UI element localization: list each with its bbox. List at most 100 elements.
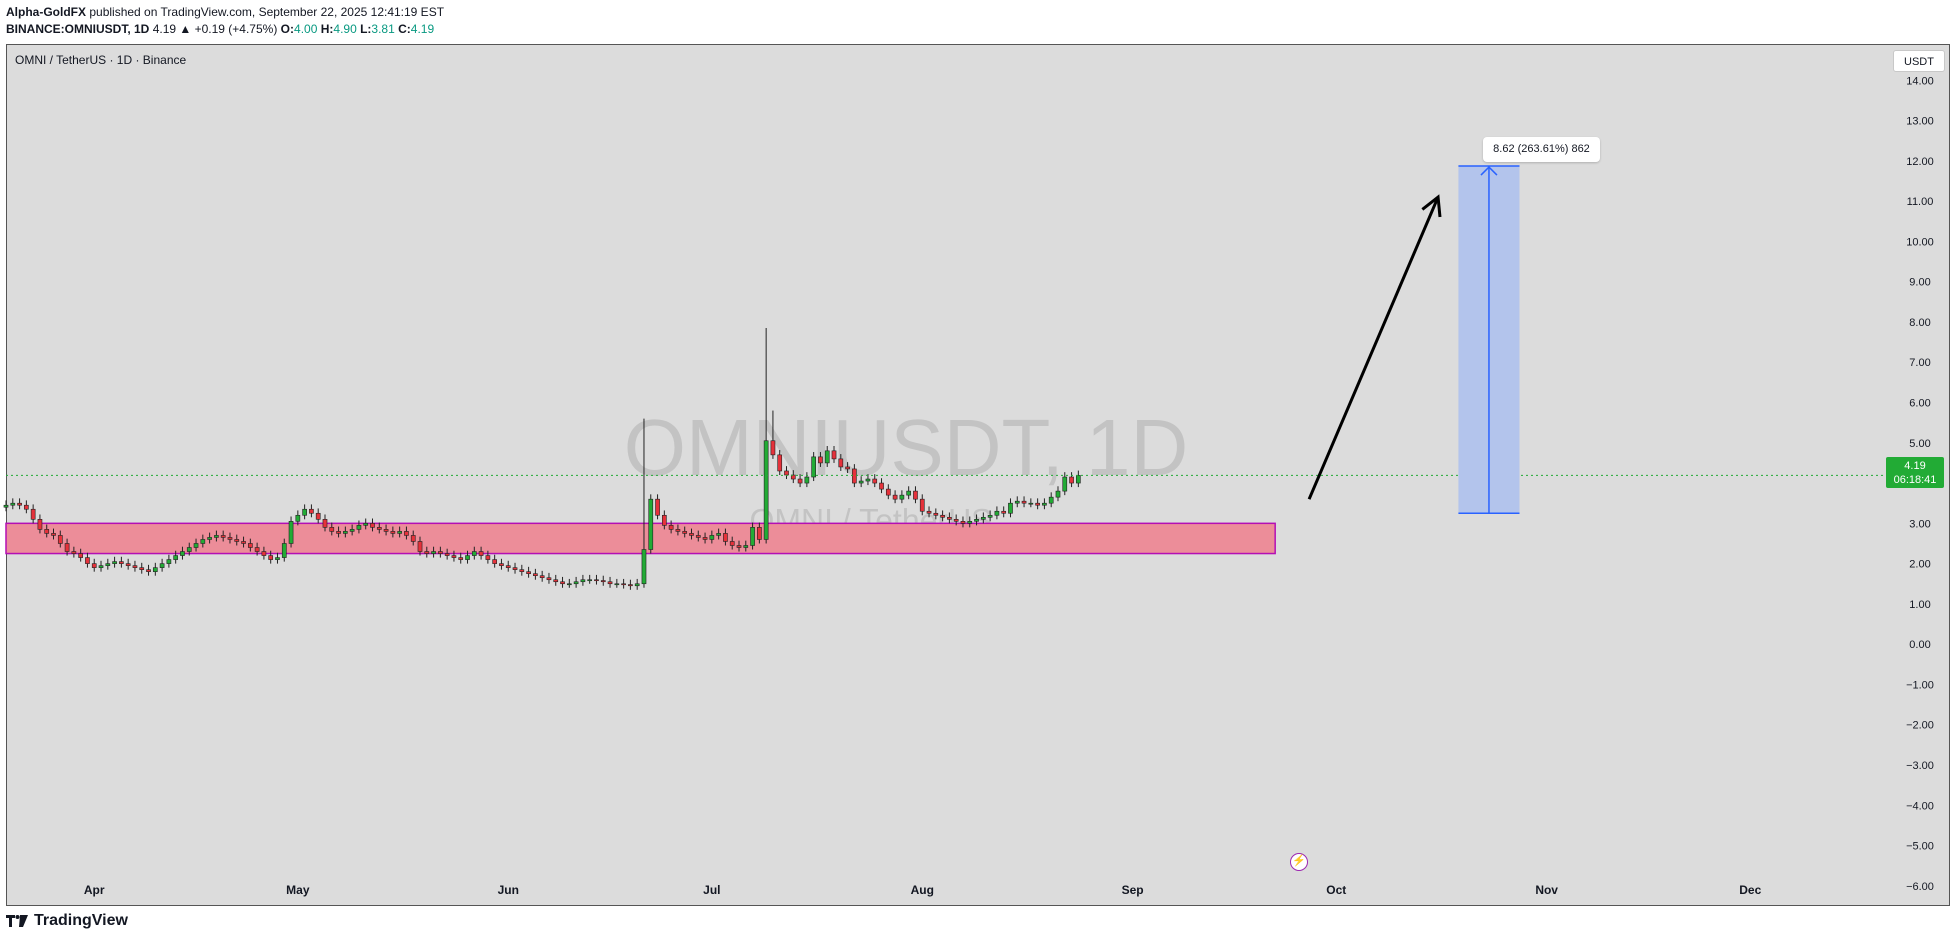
candle-body xyxy=(994,510,1000,516)
candle-body xyxy=(438,551,443,554)
price-range-label: 8.62 (263.61%) 862 xyxy=(1483,137,1600,162)
currency-button[interactable]: USDT xyxy=(1893,50,1945,72)
y-tick-label: 8.00 xyxy=(1909,317,1930,329)
candle-body xyxy=(852,468,857,484)
candle-body xyxy=(892,494,898,500)
footer-logo[interactable]: TradingView xyxy=(6,912,128,930)
candle-body xyxy=(533,573,538,577)
candle-body xyxy=(980,516,986,520)
candle-body xyxy=(125,563,131,566)
candle-body xyxy=(1021,500,1027,504)
candle-body xyxy=(668,525,674,530)
open-value: 4.00 xyxy=(294,22,318,36)
y-tick-label: 3.00 xyxy=(1909,518,1930,530)
candle-body xyxy=(865,478,871,482)
candle-body xyxy=(573,581,579,585)
candle-body xyxy=(695,535,701,538)
candle-body xyxy=(343,531,348,534)
candle-body xyxy=(417,541,423,552)
candle-body xyxy=(492,559,498,564)
candle-body xyxy=(974,519,979,522)
x-tick-label: Jul xyxy=(703,883,720,897)
publish-line: Alpha-GoldFX published on TradingView.co… xyxy=(6,5,444,19)
candle-body xyxy=(119,561,124,564)
author-name[interactable]: Alpha-GoldFX xyxy=(6,5,86,19)
candle-body xyxy=(587,579,593,582)
x-tick-label: Dec xyxy=(1739,883,1761,897)
candle-body xyxy=(173,555,179,560)
candle-body xyxy=(763,440,769,540)
close-value: 4.19 xyxy=(410,22,435,36)
candle-body xyxy=(940,514,945,518)
open-label: O: xyxy=(280,22,295,36)
candle-body xyxy=(159,563,165,568)
candle-body xyxy=(227,537,233,540)
candle-body xyxy=(1014,500,1020,504)
ohlc-line: BINANCE:OMNIUSDT, 1D 4.19 ▲ +0.19 (+4.75… xyxy=(6,22,434,36)
candle-body xyxy=(1042,502,1047,506)
y-tick-label: 1.00 xyxy=(1909,599,1930,611)
projection-arrow-head xyxy=(1421,194,1442,218)
candle-body xyxy=(146,569,151,572)
candle-body xyxy=(254,547,260,552)
candle-body xyxy=(152,567,158,572)
candle-body xyxy=(57,535,63,544)
x-tick-label: Oct xyxy=(1326,883,1346,897)
candle-body xyxy=(139,567,145,570)
candle-body xyxy=(261,551,267,556)
candle-body xyxy=(288,521,294,544)
candle-body xyxy=(607,581,613,585)
candle-body xyxy=(309,508,314,514)
candle-body xyxy=(702,537,708,540)
footer-logo-text: TradingView xyxy=(34,912,128,929)
candle-body xyxy=(390,531,396,534)
y-tick-label: −3.00 xyxy=(1906,760,1934,772)
candle-body xyxy=(831,450,837,460)
candle-body xyxy=(207,537,212,540)
candle-body xyxy=(275,557,280,560)
candle-body xyxy=(594,579,599,582)
published-info: published on TradingView.com, September … xyxy=(89,5,445,19)
candle-body xyxy=(234,539,240,542)
y-tick-label: 6.00 xyxy=(1909,397,1930,409)
candle-body xyxy=(105,563,111,566)
candle-body xyxy=(200,539,206,544)
bar-countdown: 06:18:41 xyxy=(1893,474,1937,486)
y-tick-label: 11.00 xyxy=(1907,196,1934,208)
candle-body xyxy=(241,541,246,544)
candle-body xyxy=(30,508,36,520)
candle-body xyxy=(641,549,647,585)
candle-body xyxy=(723,533,728,542)
candle-body xyxy=(546,577,552,581)
support-zone xyxy=(5,522,1276,555)
candle-body xyxy=(98,565,104,568)
candle-body xyxy=(600,580,606,583)
candle-body xyxy=(1048,496,1054,504)
low-value: 3.81 xyxy=(371,22,395,36)
current-price-tag: 4.19 06:18:41 xyxy=(1886,457,1944,488)
candle-body xyxy=(885,488,891,496)
lightning-icon[interactable]: ⚡ xyxy=(1290,853,1308,871)
candle-body xyxy=(383,529,389,532)
candle-body xyxy=(451,555,457,558)
candle-body xyxy=(1076,475,1081,484)
candle-body xyxy=(933,512,939,516)
y-tick-label: 13.00 xyxy=(1906,116,1934,128)
candle-body xyxy=(1062,476,1068,492)
last-price: 4.19 xyxy=(152,22,177,36)
candle-body xyxy=(872,478,878,484)
candle-body xyxy=(186,547,192,552)
y-tick-label: −5.00 xyxy=(1906,841,1934,853)
x-tick-label: May xyxy=(286,883,310,897)
candle-body xyxy=(1035,502,1040,506)
candle-body xyxy=(404,531,409,536)
candle-body xyxy=(634,583,640,587)
high-label: H: xyxy=(320,22,334,36)
candle-body xyxy=(247,543,253,548)
candle-body xyxy=(220,535,226,538)
y-tick-label: 10.00 xyxy=(1906,236,1934,248)
candle-body xyxy=(790,474,796,480)
candle-body xyxy=(322,519,328,528)
candle-body xyxy=(818,456,823,464)
